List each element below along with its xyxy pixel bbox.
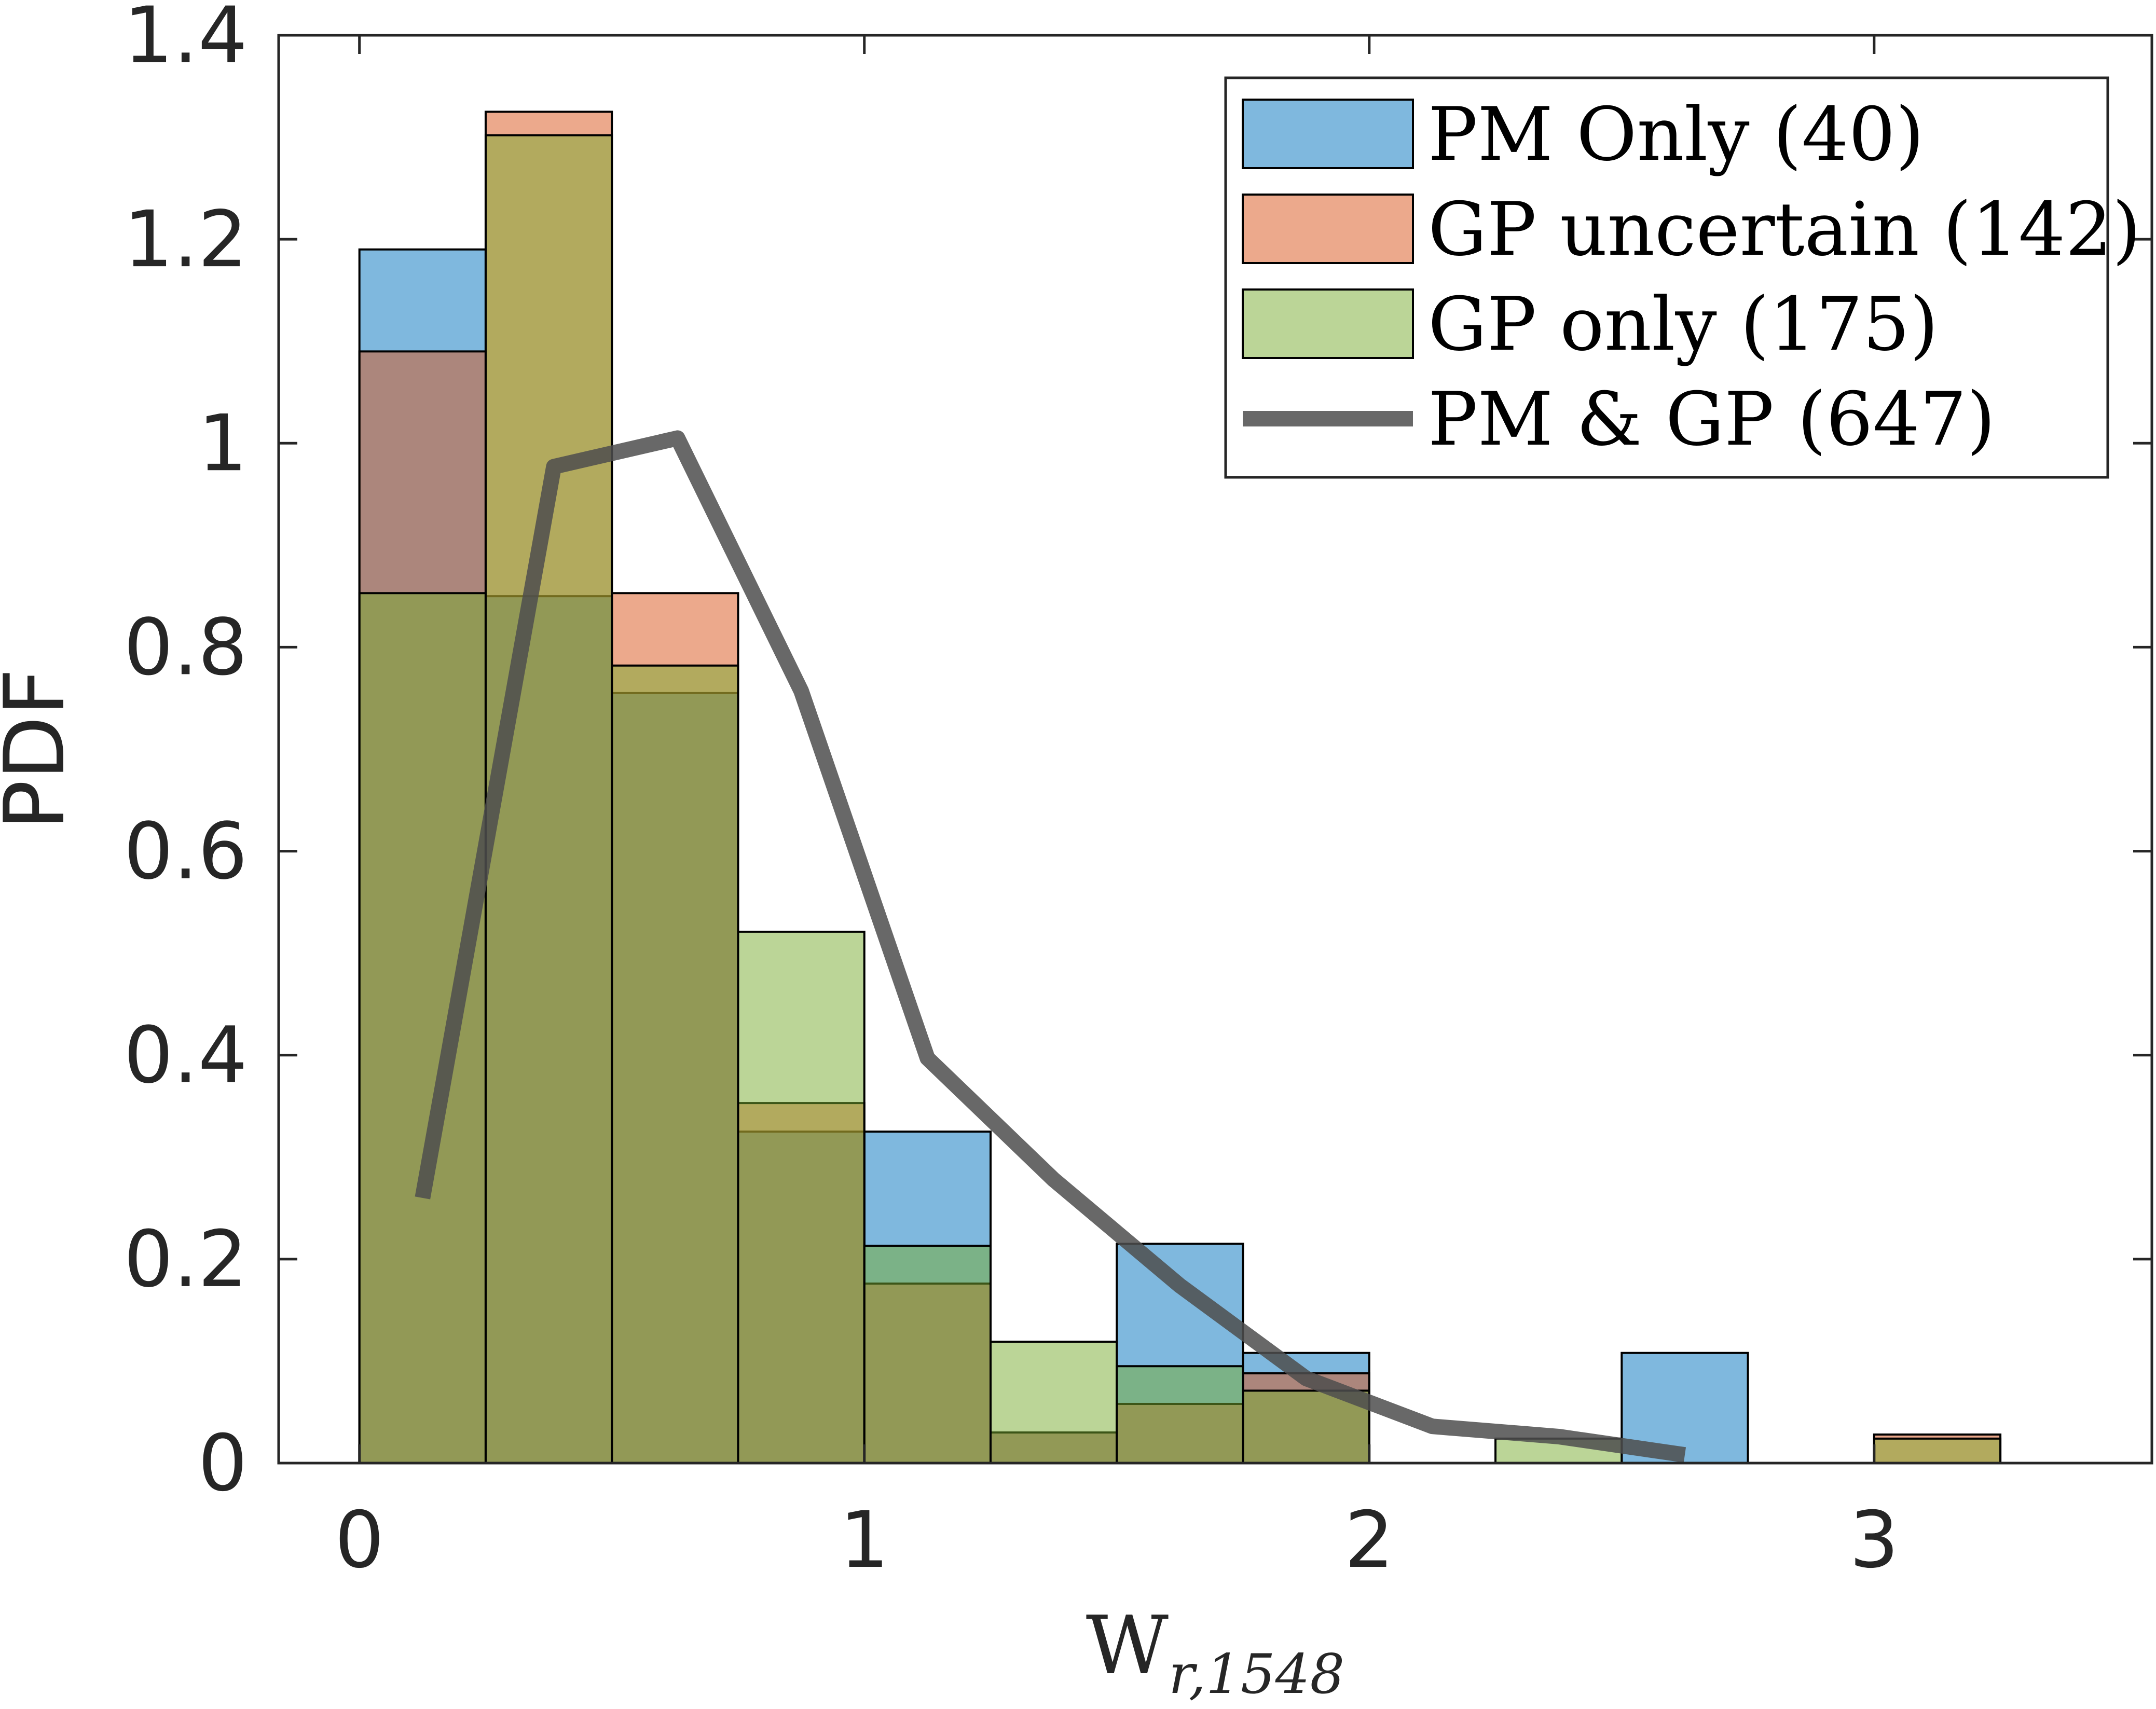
y-tick-label: 0.8	[123, 602, 248, 693]
bar-series3-bin8	[1242, 1389, 1370, 1465]
legend-label-1: PM Only (40)	[1428, 92, 1924, 177]
y-tick-label: 0.2	[123, 1215, 248, 1305]
tick-labels-layer: 0 1 2 3 0 0.2 0.4 0.6 0.8 1 1.2 1.4	[123, 0, 1899, 1586]
legend-swatch-3	[1242, 288, 1414, 359]
y-tick-label: 1.4	[123, 0, 248, 81]
bar-series3-bin5	[863, 1245, 992, 1465]
x-tick-label: 0	[335, 1495, 384, 1586]
legend: PM Only (40) GP uncertain (142) GP only (1…	[1224, 76, 2141, 479]
legend-label-3: GP only (175)	[1428, 282, 1939, 367]
x-tick-label: 3	[1849, 1495, 1899, 1586]
y-tick-label: 0.6	[123, 807, 248, 897]
legend-label-4: PM & GP (647)	[1428, 377, 1996, 462]
y-tick-label: 0.4	[123, 1011, 248, 1101]
y-tick-label: 1.2	[123, 195, 248, 285]
axes-box	[277, 34, 2153, 1465]
bar-series3-bin3	[611, 664, 739, 1464]
bar-series3-bin6	[989, 1341, 1118, 1465]
legend-swatch-2	[1242, 194, 1414, 264]
bar-series3-bin2	[484, 134, 613, 1465]
x-tick-label: 2	[1344, 1495, 1394, 1586]
legend-swatch-1	[1242, 99, 1414, 169]
x-tick-label: 1	[840, 1495, 889, 1586]
x-axis-label: Wr,1548	[1086, 1598, 1345, 1706]
line-series-4	[415, 430, 1686, 1463]
bars-layer	[358, 111, 2002, 1465]
y-tick-label: 1	[198, 398, 248, 489]
bar-series3-bin4	[737, 930, 866, 1464]
bar-series3-bin7	[1116, 1365, 1244, 1464]
legend-label-2: GP uncertain (142)	[1428, 187, 2141, 272]
y-tick-label: 0	[198, 1418, 248, 1509]
y-axis-label: PDF	[0, 668, 83, 830]
bar-series3-bin13	[1873, 1437, 2002, 1464]
x-axis-label-subscript: r,1548	[1169, 1643, 1344, 1706]
x-axis-label-main: W	[1086, 1598, 1169, 1692]
bar-series3-bin1	[358, 592, 487, 1464]
axes-layer	[277, 34, 2153, 1465]
lines-layer	[415, 430, 1686, 1463]
